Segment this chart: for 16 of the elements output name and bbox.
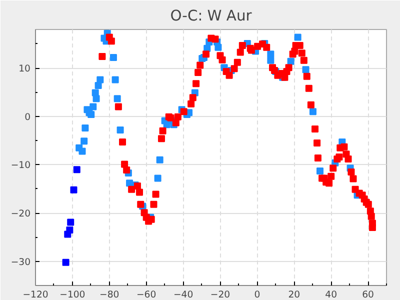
y-tick-label: 0	[24, 112, 31, 123]
x-tick-label: −60	[136, 290, 156, 300]
y-tick-label: −30	[10, 256, 31, 268]
x-tick-label: 40	[325, 290, 338, 300]
x-tick-label: −100	[60, 290, 86, 300]
x-tick-label: −120	[22, 290, 48, 300]
chart-title: O-C: W Aur	[170, 8, 253, 24]
x-tick-label: −80	[100, 290, 120, 300]
y-tick-label: −10	[10, 160, 31, 172]
x-tick-label: −40	[173, 290, 194, 300]
y-tick-label: −20	[10, 208, 31, 220]
x-tick-label: 0	[254, 290, 260, 300]
x-tick-label: 20	[288, 290, 300, 300]
x-tick-label: −20	[210, 290, 230, 300]
x-tick-label: 60	[362, 290, 374, 300]
y-tick-label: 10	[18, 64, 31, 75]
